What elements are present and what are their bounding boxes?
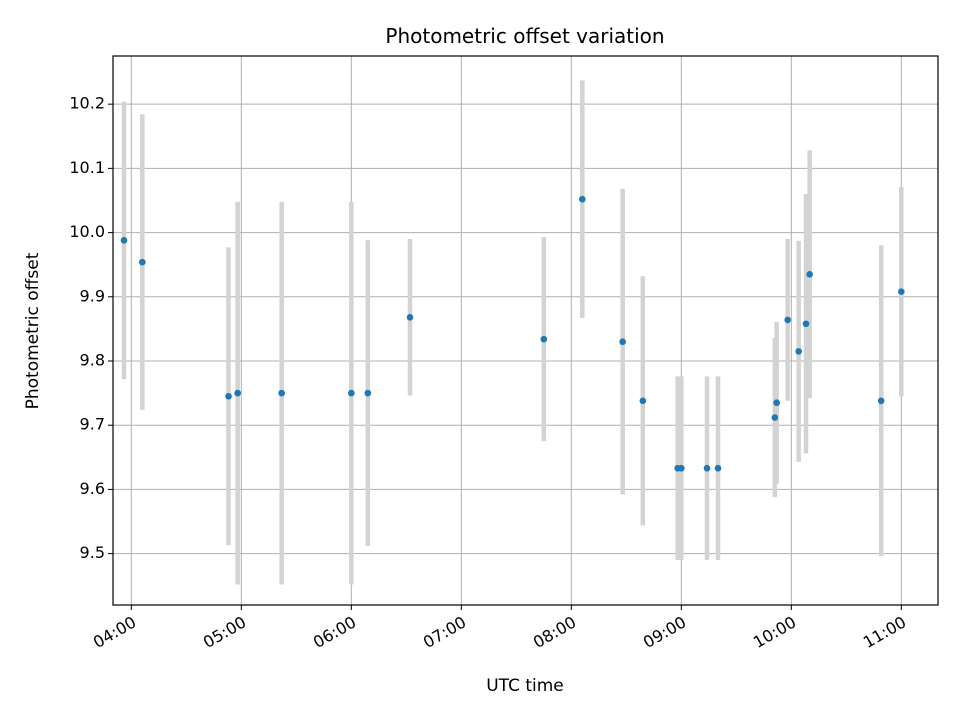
data-point — [898, 288, 905, 295]
data-point — [225, 393, 232, 400]
y-tick-label: 9.6 — [80, 479, 105, 498]
x-axis-label: UTC time — [486, 676, 564, 696]
data-point — [678, 464, 685, 472]
data-point — [579, 195, 586, 203]
y-tick-label: 9.8 — [80, 351, 105, 370]
data-point — [771, 414, 779, 421]
data-point — [773, 399, 780, 407]
data-point — [784, 316, 791, 324]
data-point — [703, 464, 711, 472]
data-point — [806, 271, 813, 278]
y-axis-label: Photometric offset — [23, 252, 43, 409]
data-point — [639, 397, 647, 405]
data-point — [795, 348, 802, 355]
data-point — [234, 389, 241, 397]
data-point — [802, 320, 810, 328]
data-point — [278, 389, 285, 397]
data-point — [364, 389, 372, 397]
data-point — [120, 236, 128, 244]
data-point — [406, 314, 414, 321]
y-tick-label: 9.9 — [80, 286, 105, 305]
y-tick-label: 10.2 — [69, 94, 105, 113]
data-point — [619, 338, 626, 346]
data-point — [139, 258, 146, 266]
data-point — [877, 397, 885, 405]
y-tick-label: 9.5 — [80, 543, 105, 562]
data-point — [714, 464, 722, 472]
y-tick-label: 10.1 — [69, 158, 105, 177]
data-points — [120, 195, 905, 472]
y-tick-label: 10.0 — [69, 222, 105, 241]
chart-title: Photometric offset variation — [385, 24, 664, 48]
plot-frame — [112, 55, 939, 606]
data-point — [348, 389, 355, 397]
y-tick-label: 9.7 — [80, 415, 105, 434]
data-point — [540, 335, 548, 343]
